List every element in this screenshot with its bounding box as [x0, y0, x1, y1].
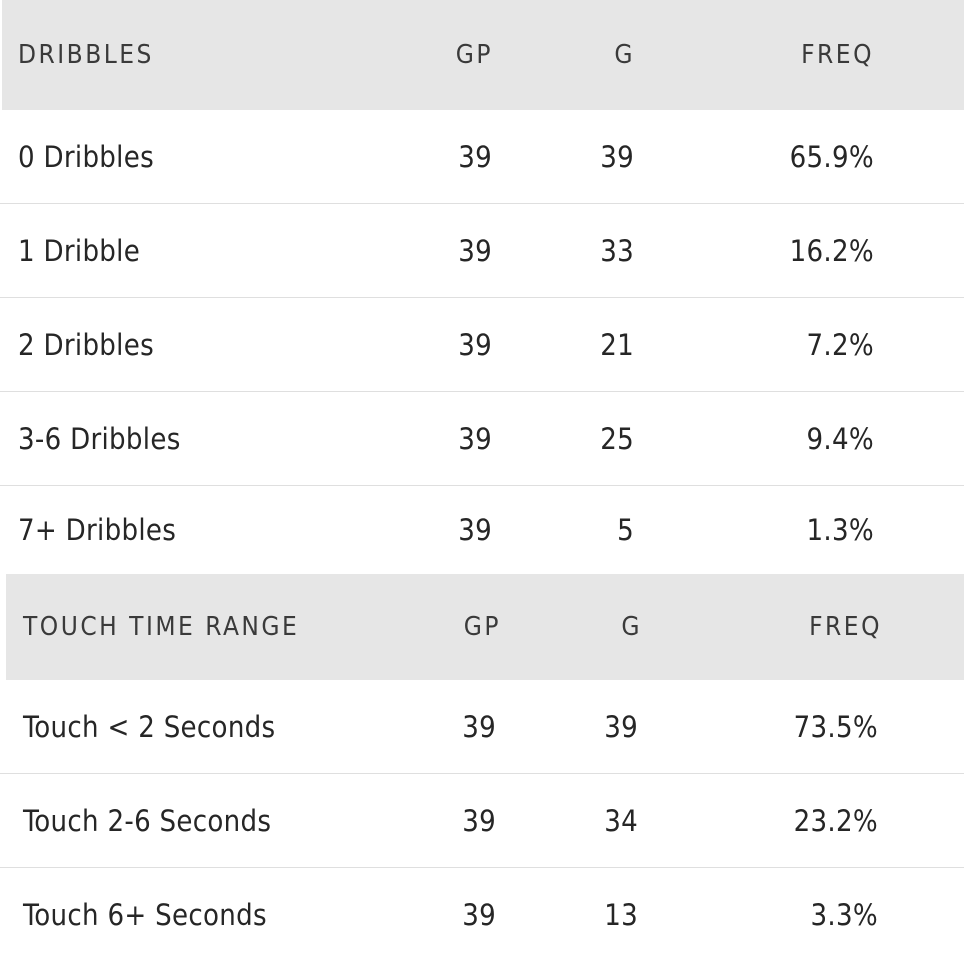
table-row: 2 Dribbles 39 21 7.2% — [0, 298, 964, 392]
row-label: 3-6 Dribbles — [18, 421, 181, 456]
freq-value: 7.2% — [806, 327, 874, 362]
row-label: Touch 2-6 Seconds — [23, 803, 272, 838]
row-label: 7+ Dribbles — [18, 513, 177, 547]
freq-value: 3.3% — [810, 898, 878, 932]
g-value: 5 — [617, 513, 634, 547]
gp-value: 39 — [462, 898, 496, 932]
dribbles-table: DRIBBLES GP G FREQ 0 Dribbles 39 39 65.9… — [0, 0, 964, 574]
g-value: 39 — [604, 709, 638, 744]
table-row: 7+ Dribbles 39 5 1.3% — [0, 486, 964, 574]
gp-value: 39 — [458, 327, 492, 362]
table-row: Touch < 2 Seconds 39 39 73.5% — [0, 680, 964, 774]
gp-value: 39 — [458, 233, 492, 268]
column-header-g[interactable]: G — [621, 612, 642, 642]
column-header-g[interactable]: G — [614, 40, 635, 70]
g-value: 13 — [604, 898, 638, 932]
gp-value: 39 — [462, 709, 496, 744]
table-row: Touch 2-6 Seconds 39 34 23.2% — [0, 774, 964, 868]
touch-time-table: TOUCH TIME RANGE GP G FREQ Touch < 2 Sec… — [0, 574, 964, 962]
column-header-freq[interactable]: FREQ — [801, 40, 874, 70]
row-label: 2 Dribbles — [18, 327, 154, 362]
g-value: 39 — [600, 139, 634, 174]
gp-value: 39 — [458, 139, 492, 174]
column-header-dribbles[interactable]: DRIBBLES — [18, 40, 154, 70]
freq-value: 16.2% — [789, 233, 874, 268]
g-value: 33 — [600, 233, 634, 268]
freq-value: 9.4% — [806, 421, 874, 456]
column-header-gp[interactable]: GP — [455, 40, 493, 70]
column-header-gp[interactable]: GP — [463, 612, 501, 642]
g-value: 25 — [600, 421, 634, 456]
table-row: Touch 6+ Seconds 39 13 3.3% — [0, 868, 964, 962]
gp-value: 39 — [462, 803, 496, 838]
table-row: 1 Dribble 39 33 16.2% — [0, 204, 964, 298]
g-value: 34 — [604, 803, 638, 838]
gp-value: 39 — [458, 421, 492, 456]
freq-value: 73.5% — [793, 709, 878, 744]
row-label: 1 Dribble — [18, 233, 141, 268]
row-label: 0 Dribbles — [18, 139, 154, 174]
row-label: Touch < 2 Seconds — [23, 709, 276, 744]
column-header-touch-time-range[interactable]: TOUCH TIME RANGE — [23, 612, 300, 642]
touch-time-table-header: TOUCH TIME RANGE GP G FREQ — [6, 574, 964, 680]
column-header-freq[interactable]: FREQ — [809, 612, 882, 642]
freq-value: 65.9% — [789, 139, 874, 174]
dribbles-table-header: DRIBBLES GP G FREQ — [2, 0, 964, 110]
table-row: 0 Dribbles 39 39 65.9% — [0, 110, 964, 204]
gp-value: 39 — [458, 513, 492, 547]
row-label: Touch 6+ Seconds — [23, 898, 267, 932]
freq-value: 1.3% — [806, 513, 874, 547]
freq-value: 23.2% — [793, 803, 878, 838]
g-value: 21 — [600, 327, 634, 362]
table-row: 3-6 Dribbles 39 25 9.4% — [0, 392, 964, 486]
